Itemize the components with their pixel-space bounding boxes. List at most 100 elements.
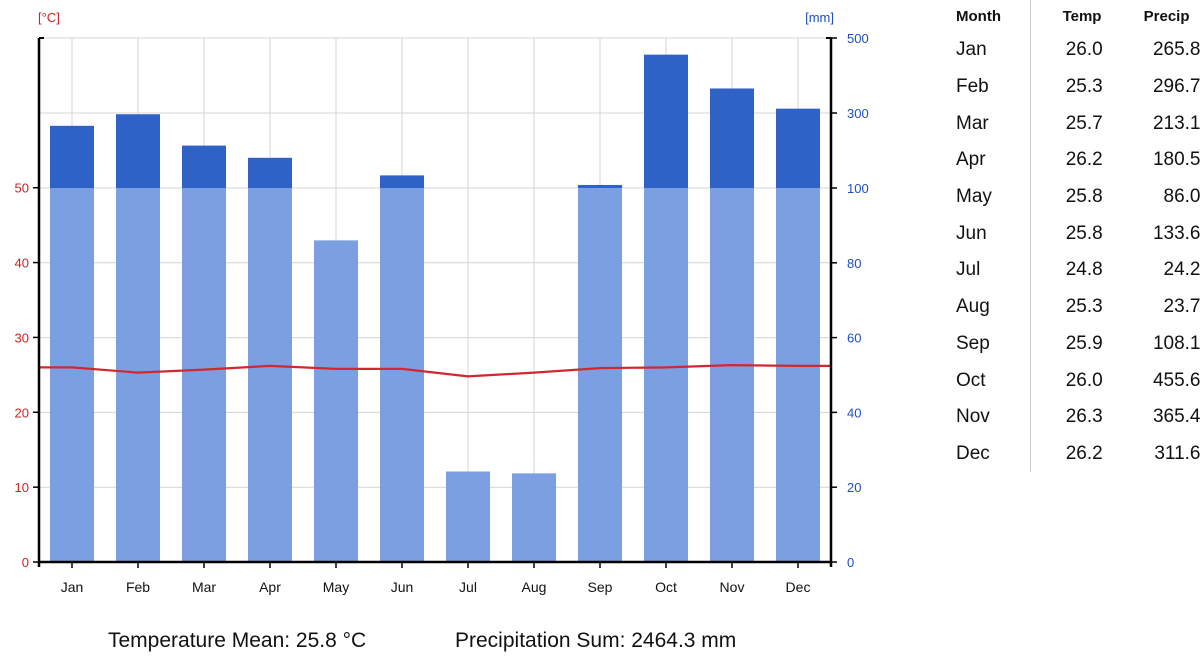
table-row: Jan 26.0 265.8 xyxy=(944,32,1201,69)
table-row: Nov 26.3 365.4 xyxy=(944,398,1201,436)
cell-temp: 25.8 xyxy=(1065,186,1103,208)
cell-precip: 365.4 xyxy=(1152,406,1201,428)
left-tick-label: 50 xyxy=(15,181,29,196)
left-tick-label: 30 xyxy=(15,330,29,345)
cell-precip: 265.8 xyxy=(1152,39,1201,61)
cell-month: Jun xyxy=(944,215,1032,253)
table-row: Apr 26.2 180.5 xyxy=(944,142,1201,179)
x-tick-label: Nov xyxy=(720,579,745,595)
cell-month: Dec xyxy=(944,435,1032,473)
cell-temp: 24.8 xyxy=(1065,259,1103,281)
precip-bar xyxy=(446,471,490,562)
precip-bar-upper xyxy=(644,54,688,189)
precip-bar xyxy=(182,188,226,562)
table-header-row: Month Temp Precip xyxy=(944,0,1201,32)
precip-bar xyxy=(50,188,94,562)
cell-temp: 26.0 xyxy=(1065,369,1103,391)
precip-bar-upper xyxy=(578,184,622,188)
cell-temp: 25.7 xyxy=(1065,112,1103,134)
table-row: Sep 25.9 108.1 xyxy=(944,325,1201,363)
table-row: Oct 26.0 455.6 xyxy=(944,362,1201,399)
temperature-line-group xyxy=(39,364,831,378)
temperature-mean-text: Temperature Mean: 25.8 °C xyxy=(108,629,367,652)
x-tick-label: Feb xyxy=(126,579,150,595)
precip-bar xyxy=(776,188,820,562)
x-tick-label: Jun xyxy=(391,579,414,595)
header-temp: Temp xyxy=(1062,7,1102,25)
x-tick-label: Jul xyxy=(459,579,477,595)
table-row: Feb 25.3 296.7 xyxy=(944,68,1201,106)
x-tick-label: Jan xyxy=(61,579,84,595)
cell-temp: 26.2 xyxy=(1065,149,1103,171)
x-tick-label: Aug xyxy=(522,579,547,595)
cell-temp: 26.2 xyxy=(1065,442,1103,464)
cell-temp: 25.9 xyxy=(1065,332,1103,354)
left-axis-unit-label: [°C] xyxy=(38,10,60,25)
precip-bar-upper xyxy=(182,145,226,188)
x-tick-label: May xyxy=(323,579,349,595)
table-row: Aug 25.3 23.7 xyxy=(944,288,1201,326)
cell-month: Feb xyxy=(944,68,1032,106)
right-tick-label: 60 xyxy=(847,331,861,346)
precip-bar-upper xyxy=(710,88,754,188)
cell-month: Apr xyxy=(944,142,1032,179)
cell-precip: 23.7 xyxy=(1163,296,1201,318)
cell-month: Mar xyxy=(944,105,1032,143)
precip-bar xyxy=(710,188,754,562)
cell-precip: 311.6 xyxy=(1154,442,1201,464)
header-month: Month xyxy=(944,0,1032,32)
cell-month: Nov xyxy=(944,398,1032,436)
cell-month: Sep xyxy=(944,325,1032,363)
right-tick-label: 100 xyxy=(847,181,869,196)
header-precip: Precip xyxy=(1143,7,1190,25)
table-row: Jun 25.8 133.6 xyxy=(944,215,1201,253)
precip-bar xyxy=(578,188,622,562)
table-row: May 25.8 86.0 xyxy=(944,178,1201,216)
cell-month: Jul xyxy=(944,252,1032,289)
cell-temp: 26.0 xyxy=(1065,39,1103,61)
precip-bar-upper xyxy=(380,175,424,188)
precip-bar xyxy=(116,188,160,562)
precip-bar xyxy=(248,188,292,562)
precip-bar-upper xyxy=(248,157,292,188)
x-tick-label: Mar xyxy=(192,579,216,595)
cell-temp: 25.3 xyxy=(1065,76,1103,98)
right-tick-label: 40 xyxy=(847,405,861,420)
left-tick-label: 40 xyxy=(15,256,29,271)
precip-bar xyxy=(512,473,556,562)
precip-bar-upper xyxy=(50,125,94,188)
right-tick-label: 0 xyxy=(847,555,854,570)
cell-precip: 86.0 xyxy=(1163,186,1201,208)
x-tick-label: Sep xyxy=(588,579,613,595)
temperature-line xyxy=(39,364,831,378)
right-tick-label: 20 xyxy=(847,480,861,495)
cell-temp: 25.8 xyxy=(1065,222,1103,244)
cell-temp: 26.3 xyxy=(1065,406,1103,428)
climate-table: Month Temp Precip Jan 26.0 265.8 Feb 25.3 29… xyxy=(944,0,1201,473)
precipitation-sum-text: Precipitation Sum: 2464.3 mm xyxy=(455,629,737,652)
cell-precip: 24.2 xyxy=(1163,259,1201,281)
precip-bar xyxy=(380,188,424,562)
table-row: Dec 26.2 311.6 xyxy=(944,435,1201,473)
cell-precip: 296.7 xyxy=(1152,76,1201,98)
left-tick-label: 10 xyxy=(15,480,29,495)
precip-bar-upper xyxy=(776,108,820,188)
left-tick-label: 20 xyxy=(15,405,29,420)
axes xyxy=(33,37,837,568)
precipitation-bars xyxy=(50,54,820,563)
cell-month: Aug xyxy=(944,288,1032,326)
precip-bar xyxy=(314,240,358,563)
right-tick-label: 500 xyxy=(847,31,869,46)
right-axis-unit-label: [mm] xyxy=(805,10,834,25)
table-row: Jul 24.8 24.2 xyxy=(944,252,1201,289)
cell-month: May xyxy=(944,178,1032,216)
cell-temp: 25.3 xyxy=(1065,296,1103,318)
x-tick-label: Oct xyxy=(655,579,677,595)
cell-precip: 133.6 xyxy=(1152,222,1201,244)
left-tick-label: 0 xyxy=(22,555,29,570)
cell-precip: 213.1 xyxy=(1152,112,1201,134)
right-tick-label: 300 xyxy=(847,106,869,121)
cell-precip: 455.6 xyxy=(1152,369,1201,391)
